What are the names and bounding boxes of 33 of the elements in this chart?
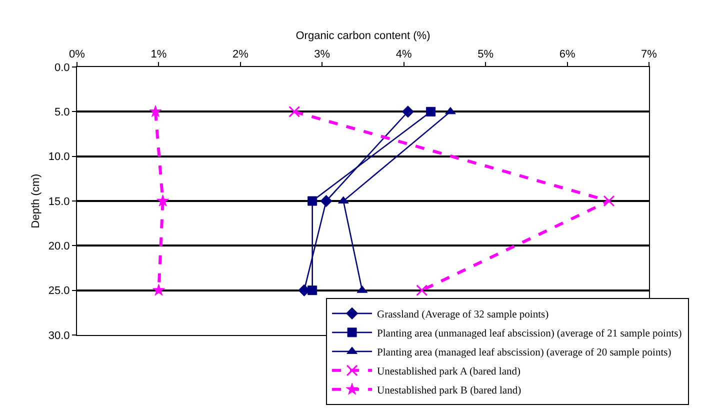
x-tick-label: 5% <box>478 48 494 61</box>
legend-label: Planting area (unmanaged leaf abscission) (average of 21 sample points) <box>377 328 682 340</box>
legend-label: Unestablished park B (bared land) <box>377 386 522 397</box>
point <box>308 286 318 296</box>
y-tick-label: 30.0 <box>48 330 70 342</box>
y-axis-title: Depth (cm) <box>30 174 42 228</box>
x-tick-label: 4% <box>396 48 412 61</box>
x-tick-label: 6% <box>559 48 576 61</box>
point <box>603 195 615 207</box>
x-tick-label: 2% <box>232 48 249 61</box>
x-tick-label: 0% <box>69 48 86 61</box>
point <box>416 284 428 296</box>
x-tick-label: 1% <box>150 48 167 61</box>
y-tick-label: 0.0 <box>54 62 70 74</box>
y-tick-label: 20.0 <box>48 240 70 253</box>
point <box>152 284 165 296</box>
point <box>156 194 170 206</box>
x-tick-label: 7% <box>641 48 658 61</box>
x-axis-title: Organic carbon content (%) <box>296 30 430 42</box>
point <box>320 194 332 208</box>
legend-label: Unestablished park A (bared land) <box>377 366 521 378</box>
point <box>288 106 300 118</box>
legend-label: Grassland (Average of 32 sample points) <box>377 310 550 321</box>
y-tick-label: 25.0 <box>48 285 70 298</box>
y-tick-label: 5.0 <box>54 106 70 119</box>
point <box>402 106 414 118</box>
point <box>426 106 436 116</box>
point <box>308 196 318 206</box>
y-tick-label: 15.0 <box>48 196 70 208</box>
x-tick-label: 3% <box>314 48 330 61</box>
legend-label: Planting area (managed leaf abscission) (average of 20 sample points) <box>377 348 672 359</box>
y-tick-label: 10.0 <box>48 151 70 164</box>
point <box>149 105 162 118</box>
